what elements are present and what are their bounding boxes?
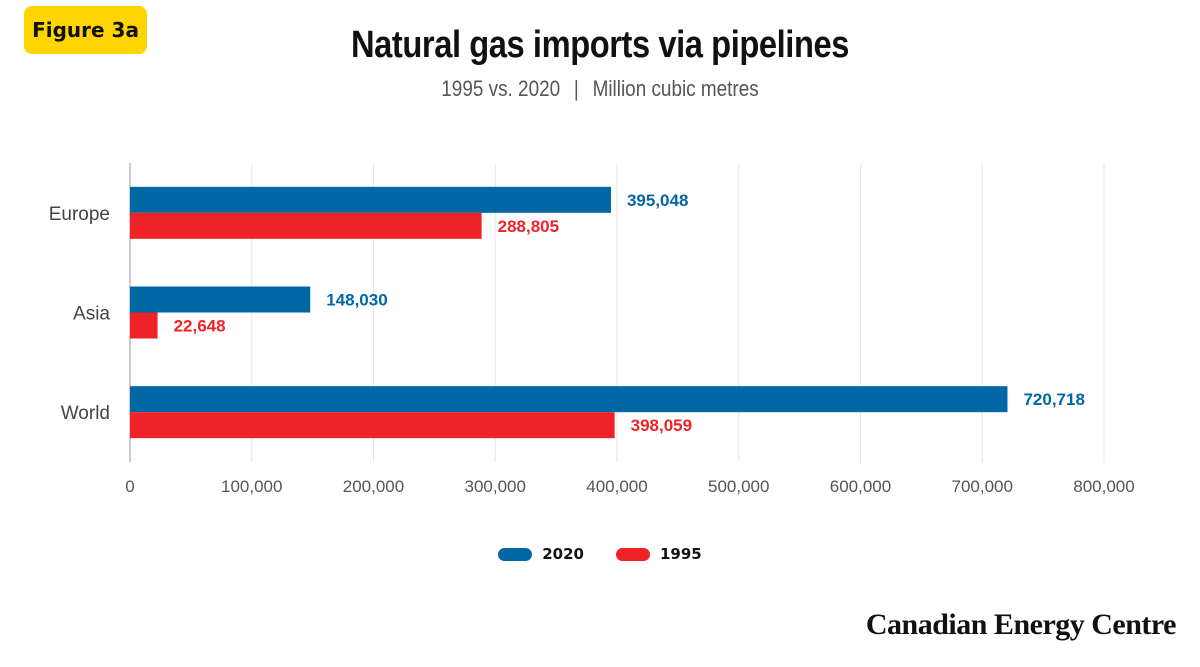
- legend: 2020 1995: [0, 545, 1200, 563]
- data-label: 398,059: [631, 416, 692, 435]
- x-tick-label: 500,000: [708, 477, 769, 496]
- legend-item-1995: 1995: [616, 545, 702, 563]
- subtitle-separator: |: [573, 76, 579, 101]
- legend-swatch-1995: [616, 547, 650, 561]
- subtitle-years: 1995 vs. 2020: [441, 76, 561, 101]
- data-label: 288,805: [498, 217, 559, 236]
- x-tick-label: 600,000: [830, 477, 891, 496]
- x-axis-ticks: 0 100,000 200,000 300,000 400,000 500,000 600,…: [125, 477, 1134, 496]
- x-tick-label: 700,000: [952, 477, 1013, 496]
- figure-badge-label: Figure 3a: [32, 18, 139, 42]
- subtitle-unit: Million cubic metres: [592, 76, 759, 101]
- data-label: 395,048: [627, 191, 688, 210]
- data-label: 148,030: [326, 291, 387, 310]
- bars: 395,048 288,805 148,030 22,648 720,718 398,05…: [130, 186, 1085, 439]
- data-label: 720,718: [1023, 390, 1084, 409]
- bar-1995-world: [130, 412, 615, 439]
- x-tick-label: 200,000: [343, 477, 404, 496]
- bar-1995-europe: [130, 212, 482, 239]
- brand-logo-text: Canadian Energy Centre: [865, 608, 1177, 641]
- x-tick-label: 800,000: [1073, 477, 1134, 496]
- chart-title: Natural gas imports via pipelines: [351, 24, 849, 66]
- figure-badge: Figure 3a: [24, 6, 147, 54]
- bar-2020-asia: [130, 286, 311, 313]
- category-label: World: [61, 403, 110, 424]
- legend-swatch-2020: [498, 547, 533, 561]
- x-tick-label: 400,000: [586, 477, 647, 496]
- category-label: Europe: [49, 204, 110, 225]
- bar-2020-europe: [130, 186, 611, 213]
- x-tick-label: 300,000: [465, 477, 526, 496]
- y-axis-categories: Europe Asia World: [49, 204, 111, 424]
- legend-label-2020: 2020: [542, 545, 584, 563]
- bar-1995-asia: [130, 312, 158, 339]
- legend-item-2020: 2020: [498, 545, 584, 563]
- category-label: Asia: [73, 304, 110, 325]
- data-label: 22,648: [174, 317, 226, 336]
- chart-subtitle: 1995 vs. 2020 | Million cubic metres: [84, 76, 1116, 102]
- x-tick-label: 100,000: [221, 477, 282, 496]
- bar-2020-world: [130, 386, 1008, 413]
- legend-label-1995: 1995: [660, 545, 702, 563]
- x-tick-label: 0: [125, 477, 134, 496]
